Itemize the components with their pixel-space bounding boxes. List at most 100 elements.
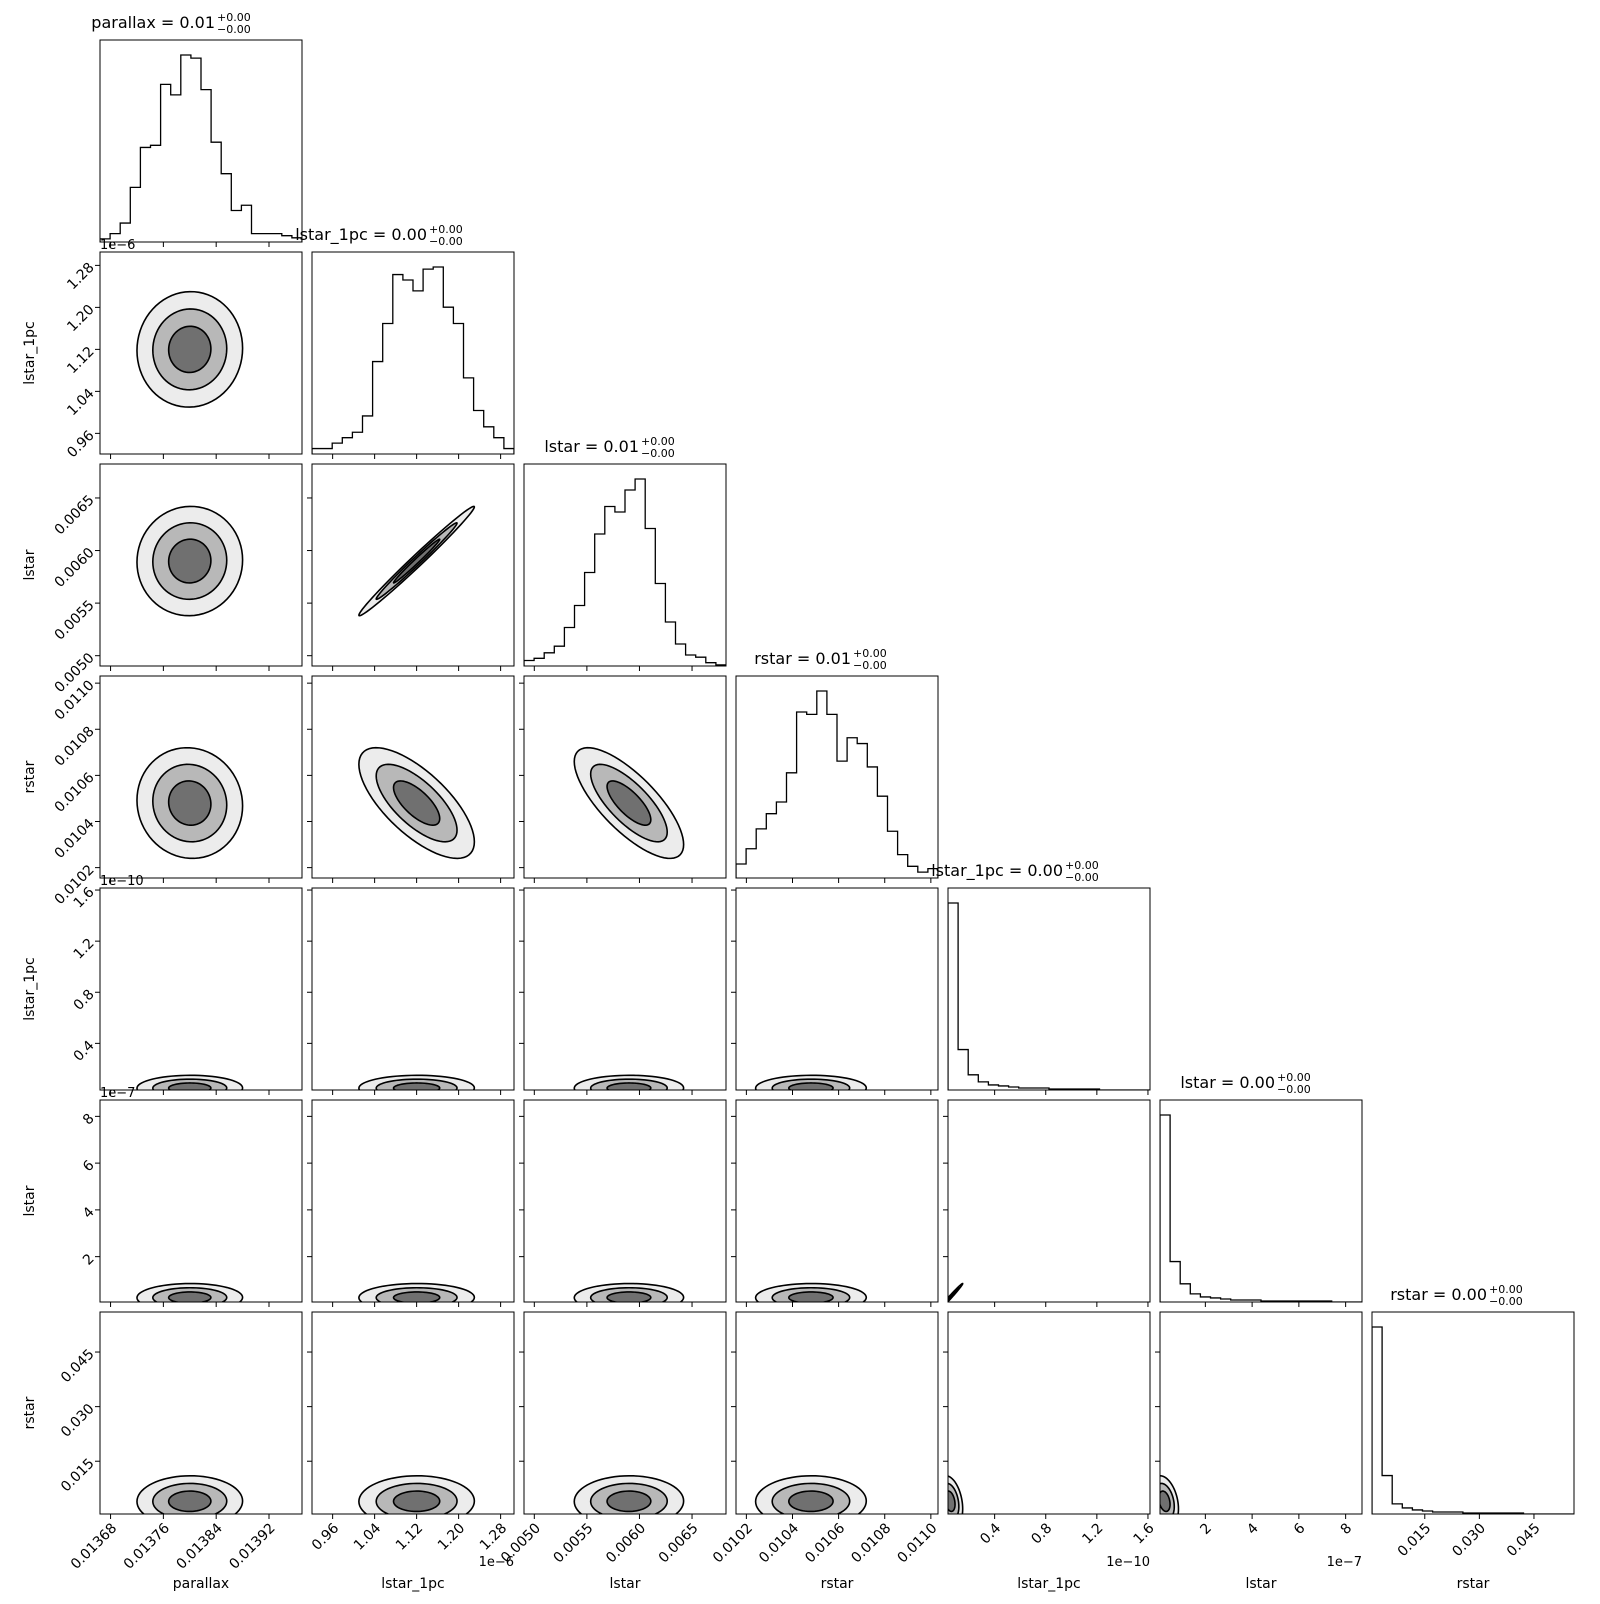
y-tick-label: 0.96 (64, 428, 97, 461)
y-tick-label: 0.030 (58, 1401, 98, 1441)
histogram (100, 54, 302, 242)
x-tick-label: 0.01384 (174, 1520, 226, 1572)
panel-content (358, 505, 476, 617)
x-axis-label: lstar_1pc (381, 1576, 445, 1592)
panel-background (736, 676, 938, 878)
histogram (1372, 1326, 1574, 1514)
x-tick-label: 1.2 (1079, 1520, 1106, 1547)
y-tick-label: 1.04 (64, 386, 97, 419)
x-tick-label: 0.0102 (710, 1520, 756, 1566)
panel (519, 887, 727, 1095)
x-tick-label: 0.0110 (895, 1520, 941, 1566)
x-tick-label: 0.0104 (756, 1520, 802, 1566)
panel-frame (735, 1311, 939, 1515)
x-tick-label: 0.4 (977, 1520, 1004, 1547)
title-lower: −0.00 (1065, 871, 1099, 884)
y-tick-label: 0.0108 (52, 724, 98, 770)
panel-background (736, 1100, 938, 1302)
density-contour (167, 1082, 212, 1090)
density-contour (392, 538, 441, 584)
x-tick-label: 1.20 (435, 1520, 468, 1553)
histogram (1160, 1114, 1362, 1302)
panel-frame (99, 1311, 303, 1515)
density-contour (606, 1490, 652, 1513)
title-upper: +0.00 (641, 435, 675, 448)
y-tick-label: 0.015 (58, 1456, 98, 1496)
panel-background (948, 888, 1150, 1090)
y-tick-label: 0.045 (58, 1346, 98, 1386)
density-contour (167, 538, 212, 584)
density-contour (167, 1490, 212, 1513)
density-contour (606, 1291, 652, 1302)
panel-frame (1159, 1099, 1363, 1303)
x-tick-label: 8 (1338, 1520, 1356, 1538)
panel-background (736, 888, 938, 1090)
panel-content (358, 1282, 476, 1302)
density-contour (788, 1490, 834, 1513)
y-tick-label: 4 (80, 1204, 98, 1222)
y-tick-label: 6 (80, 1157, 98, 1175)
y-tick-label: 0.0104 (52, 816, 98, 862)
density-contour (392, 780, 441, 826)
x-tick-label: 0.030 (1449, 1520, 1489, 1560)
panel (519, 1099, 727, 1307)
histogram (736, 690, 938, 878)
panel-frame (1371, 1311, 1575, 1515)
x-tick-label: 0.96 (309, 1520, 342, 1553)
x-offset-label: 1e−6 (479, 1555, 514, 1570)
panel: rstar = 0.01 +0.00−0.00 (735, 647, 939, 883)
x-tick-label: 1.04 (351, 1520, 384, 1553)
y-offset-label: 1e−6 (100, 238, 135, 253)
x-tick-label: 2 (1197, 1520, 1215, 1538)
title-lower: −0.00 (217, 23, 251, 36)
density-contour (392, 1082, 441, 1090)
y-axis-label: lstar (22, 549, 38, 580)
density-contour (948, 1291, 956, 1302)
x-tick-label: 6 (1291, 1520, 1309, 1538)
y-tick-label: 0.0106 (52, 770, 98, 816)
panel: 2 4 6 8 (80, 1099, 303, 1307)
density-contour (606, 780, 652, 826)
panel-content (948, 1475, 964, 1514)
y-tick-label: 2 (80, 1251, 98, 1269)
panel-content (948, 1282, 964, 1302)
panel-frame (523, 887, 727, 1091)
panel-frame (523, 1099, 727, 1303)
panel-content (358, 746, 476, 860)
panel-title: rstar = 0.01 (754, 649, 851, 668)
panel: parallax = 0.01 +0.00−0.00 (91, 11, 303, 247)
density-contour (392, 1291, 441, 1302)
panel-content (754, 1074, 868, 1090)
title-lower: −0.00 (641, 447, 675, 460)
title-upper: +0.00 (1277, 1071, 1311, 1084)
panel (307, 675, 515, 883)
density-contour (1160, 1490, 1171, 1513)
panel-title: rstar = 0.00 (1390, 1285, 1487, 1304)
panel-content (136, 746, 244, 860)
panel-content (312, 266, 514, 454)
title-upper: +0.00 (1065, 859, 1099, 872)
y-axis-label: rstar (22, 1396, 38, 1429)
panel-frame (311, 251, 515, 455)
x-axis-label: parallax (173, 1576, 229, 1592)
y-tick-label: 8 (80, 1111, 98, 1129)
panel-title: parallax = 0.01 (91, 13, 215, 32)
panel: 0.40.81.21.6 (71, 884, 303, 1095)
x-axis-label: lstar_1pc (1017, 1576, 1081, 1592)
panel-background (1160, 1312, 1362, 1514)
panel-frame (523, 463, 727, 667)
panel-content (358, 1074, 476, 1090)
panel-content (573, 746, 685, 860)
panel-background (948, 1100, 1150, 1302)
density-contour (167, 325, 212, 374)
y-tick-label: 0.0055 (52, 597, 98, 643)
x-tick-label: 0.0065 (656, 1520, 702, 1566)
y-offset-label: 1e−7 (100, 1086, 135, 1101)
panel-frame (99, 887, 303, 1091)
panel-content (1160, 1114, 1362, 1302)
panel-content (358, 1474, 476, 1514)
x-axis-label: rstar (821, 1576, 854, 1592)
panel (731, 887, 939, 1095)
